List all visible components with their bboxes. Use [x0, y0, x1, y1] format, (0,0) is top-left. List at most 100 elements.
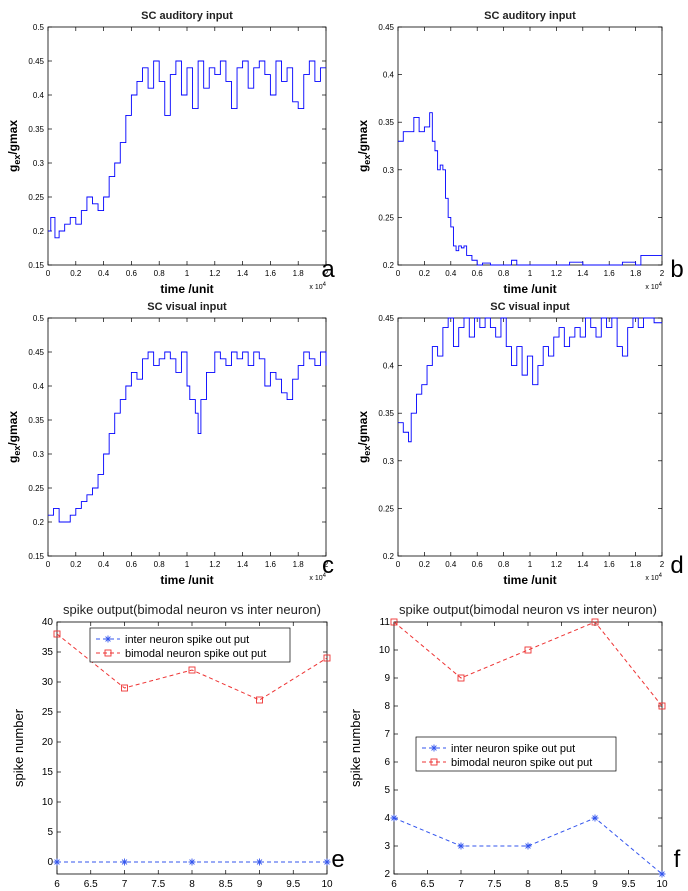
x-tick-label: 8.5 [555, 879, 569, 890]
y-tick-label: 0.25 [28, 484, 44, 493]
y-tick-label: 25 [42, 707, 54, 718]
data-point-star [256, 858, 263, 866]
y-tick-label: 7 [384, 729, 390, 740]
x-tick-label: 1 [185, 560, 190, 569]
x-tick-label: 1.8 [630, 269, 642, 278]
chart-title: SC auditory input [484, 10, 576, 22]
x-tick-label: 0.8 [154, 560, 166, 569]
x-tick-label: 6 [391, 879, 397, 890]
y-tick-label: 9 [384, 673, 390, 684]
data-point-star [188, 858, 196, 866]
data-point-square [104, 649, 112, 657]
y-tick-label: 0.4 [33, 382, 45, 391]
y-axis-label: gex/gmax [6, 411, 22, 463]
y-axis-label: gex/gmax [6, 120, 22, 172]
y-tick-label: 30 [42, 677, 54, 688]
data-point-square [591, 618, 599, 626]
y-axis-label: spike number [348, 708, 363, 787]
panel-letter: c [322, 552, 334, 579]
x-multiplier-label: x 104 [645, 573, 662, 582]
data-point-square [524, 646, 532, 654]
panel-letter: d [670, 552, 683, 579]
data-point-square [390, 618, 398, 626]
legend-label: inter neuron spike out put [451, 743, 575, 755]
panel-letter: e [331, 846, 344, 873]
y-axis-label: gex/gmax [356, 411, 372, 463]
x-tick-label: 0.6 [126, 560, 138, 569]
x-multiplier-label: x 104 [309, 282, 326, 291]
chart-title: spike output(bimodal neuron vs inter neu… [399, 602, 657, 617]
y-tick-label: 0.35 [28, 125, 44, 134]
y-tick-label: 0.2 [33, 518, 45, 527]
data-point-star [121, 858, 128, 866]
y-tick-label: 10 [379, 645, 391, 656]
x-tick-label: 0.4 [445, 269, 457, 278]
y-tick-label: 0.4 [383, 71, 395, 80]
y-tick-label: 0.35 [28, 416, 44, 425]
y-tick-label: 0.35 [378, 409, 394, 418]
y-tick-label: 0.25 [378, 213, 394, 222]
y-tick-label: 2 [384, 869, 390, 880]
x-tick-label: 7.5 [151, 879, 165, 890]
x-tick-label: 0.4 [98, 269, 110, 278]
y-axis-label: gex/gmax [356, 120, 372, 172]
y-tick-label: 0.25 [28, 193, 44, 202]
data-point-square [323, 654, 331, 662]
x-tick-label: 1 [528, 560, 533, 569]
data-point-star [524, 842, 532, 850]
data-point-star [390, 814, 398, 822]
trace-line [398, 112, 662, 266]
chart-panel-e: spike output(bimodal neuron vs inter neu… [11, 602, 345, 890]
chart-panel-c: SC visual input 0 0.2 0.4 0.6 0.8 1 1.2 1.4 1.6 1.… [6, 301, 334, 587]
x-tick-label: 0.8 [498, 560, 510, 569]
x-tick-label: 0.8 [498, 269, 510, 278]
x-tick-label: 1.2 [209, 560, 221, 569]
data-point-star [658, 870, 666, 878]
x-tick-label: 1.6 [604, 560, 616, 569]
x-tick-label: 0 [396, 269, 401, 278]
y-tick-label: 0.3 [383, 166, 395, 175]
x-tick-label: 1 [528, 269, 533, 278]
x-tick-label: 0 [46, 560, 51, 569]
x-tick-label: 9 [592, 879, 598, 890]
x-tick-label: 9 [257, 879, 263, 890]
trace-line [48, 60, 326, 239]
y-tick-label: 11 [380, 617, 391, 628]
y-tick-label: 0.5 [33, 314, 45, 323]
x-tick-label: 0.8 [154, 269, 166, 278]
x-tick-label: 10 [656, 879, 668, 890]
x-tick-label: 0.2 [419, 560, 431, 569]
y-tick-label: 0.35 [378, 118, 394, 127]
x-tick-label: 7 [122, 879, 128, 890]
y-tick-label: 40 [42, 617, 54, 628]
x-axis-label: time /unit [503, 573, 556, 587]
data-point-square [53, 630, 61, 638]
y-tick-label: 6 [384, 757, 390, 768]
x-tick-label: 1.8 [293, 560, 305, 569]
x-tick-label: 0.4 [98, 560, 110, 569]
x-tick-label: 1.4 [237, 269, 249, 278]
x-axis-label: time /unit [503, 282, 556, 296]
y-tick-label: 0.45 [28, 57, 44, 66]
chart-title: SC auditory input [141, 10, 233, 22]
x-tick-label: 1.6 [265, 269, 277, 278]
y-axis-label: spike number [11, 708, 26, 787]
x-tick-label: 0.2 [70, 269, 82, 278]
x-tick-label: 0.2 [70, 560, 82, 569]
trace-line [398, 317, 662, 443]
x-tick-label: 2 [324, 560, 329, 569]
y-tick-label: 0.2 [383, 261, 395, 270]
y-tick-label: 0.25 [378, 504, 394, 513]
x-tick-label: 1.8 [293, 269, 305, 278]
data-point-square [256, 696, 263, 704]
x-tick-label: 1 [185, 269, 190, 278]
x-tick-label: 6 [54, 879, 60, 890]
x-tick-label: 9.5 [286, 879, 300, 890]
data-point-star [323, 858, 331, 866]
y-tick-label: 8 [384, 701, 390, 712]
x-tick-label: 0 [46, 269, 51, 278]
y-tick-label: 0.3 [33, 159, 45, 168]
x-tick-label: 7 [458, 879, 464, 890]
y-tick-label: 0.2 [33, 227, 45, 236]
